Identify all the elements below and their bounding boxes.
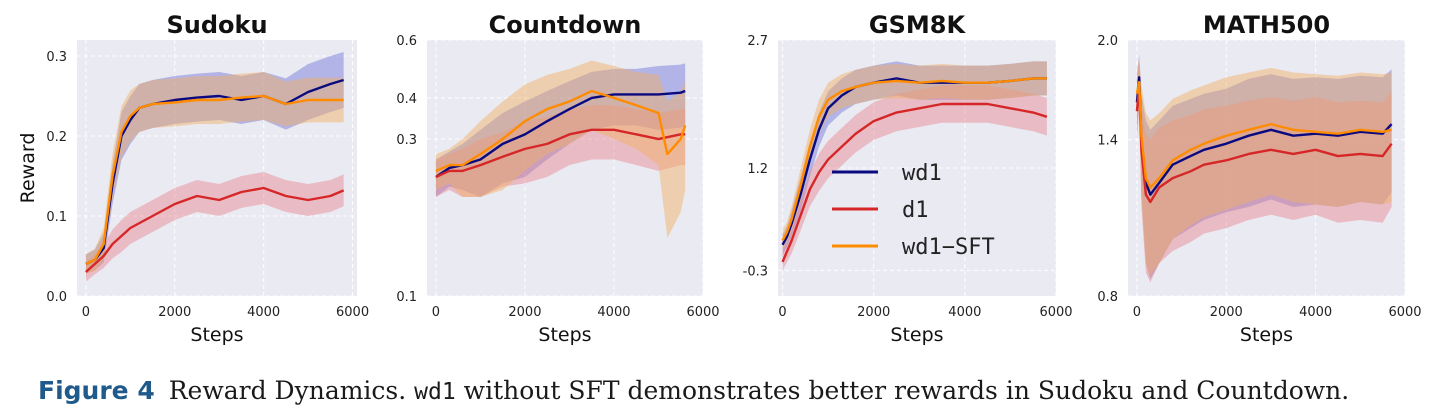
y-tick-label: 0.4 xyxy=(396,92,417,107)
y-tick-label: 0.3 xyxy=(396,133,417,148)
y-tick-label: 2.0 xyxy=(1097,34,1118,49)
caption-text-1: Reward Dynamics. xyxy=(168,376,407,405)
x-tick-label: 6000 xyxy=(336,305,369,320)
x-tick-label: 6000 xyxy=(1039,305,1072,320)
y-tick-label: 0.3 xyxy=(46,50,67,65)
y-tick-label: 0.0 xyxy=(46,290,67,305)
x-axis-label: Steps xyxy=(190,324,243,346)
series-line-wd1-sft xyxy=(435,89,687,173)
x-tick-label: 2000 xyxy=(158,305,191,320)
y-tick-label: 1.4 xyxy=(1097,134,1118,149)
panel-title: MATH500 xyxy=(1203,11,1330,39)
legend-label-wd1: wd1 xyxy=(902,161,942,186)
y-axis-label: Reward xyxy=(17,133,39,204)
band-wd1-sft xyxy=(85,72,344,274)
band-wd1 xyxy=(1136,54,1392,280)
series-line-d1 xyxy=(85,186,345,273)
y-tick-label: -0.3 xyxy=(743,264,768,279)
panel-title: Countdown xyxy=(489,11,642,39)
x-tick-label: 0 xyxy=(432,305,440,320)
figure-caption: Figure 4 Reward Dynamics. wd1 without SFT… xyxy=(38,376,1418,416)
y-tick-label: 1.2 xyxy=(747,162,768,177)
y-tick-label: 2.7 xyxy=(747,34,768,49)
x-tick-label: 4000 xyxy=(1299,305,1332,320)
legend: wd1 d1 wd1−SFT xyxy=(832,161,995,260)
series-group xyxy=(435,60,687,239)
x-tick-label: 6000 xyxy=(686,305,719,320)
y-tick-label: 0.6 xyxy=(396,34,417,49)
x-tick-label: 6000 xyxy=(1388,305,1421,320)
figure-4-reward-dynamics: 0 2000 4000 6000 0.0 0.1 0.2 0.3 Sudoku Steps Rewa… xyxy=(17,11,1422,346)
panel-title: GSM8K xyxy=(869,11,967,39)
y-tick-label: 0.1 xyxy=(46,210,67,225)
band-d1 xyxy=(782,85,1047,271)
x-tick-label: 2000 xyxy=(1210,305,1243,320)
series-line-wd1-sft xyxy=(1135,80,1392,189)
band-d1 xyxy=(1136,61,1392,283)
series-line-d1 xyxy=(781,102,1048,263)
series-group xyxy=(85,52,345,282)
panel-countdown: 0 2000 4000 6000 0.1 0.3 0.4 0.6 Countdown Steps xyxy=(396,11,719,346)
band-wd1 xyxy=(85,52,344,274)
band-wd1-sft xyxy=(1136,58,1392,276)
band-d1 xyxy=(435,105,686,197)
y-tick-label: 0.1 xyxy=(396,290,417,305)
panel-title: Sudoku xyxy=(166,11,267,39)
panel-gsm8k: 0 2000 4000 6000 -0.3 1.2 2.7 GSM8K Steps xyxy=(743,11,1073,346)
series-line-wd1-sft xyxy=(781,77,1047,242)
band-wd1-sft xyxy=(435,60,686,239)
series-group xyxy=(1135,54,1393,283)
y-tick-label: 0.2 xyxy=(46,130,67,145)
caption-text-2: without SFT demonstrates better rewards … xyxy=(463,376,1350,405)
x-tick-label: 4000 xyxy=(948,305,981,320)
caption-figure-label: Figure 4 xyxy=(38,376,155,405)
x-axis-label: Steps xyxy=(890,324,943,346)
series-line-d1 xyxy=(1135,84,1393,204)
series-line-wd1-sft xyxy=(85,94,344,266)
series-group xyxy=(781,61,1048,271)
x-tick-label: 0 xyxy=(82,305,90,320)
series-line-d1 xyxy=(435,128,686,179)
x-axis-label: Steps xyxy=(1240,324,1293,346)
x-tick-label: 2000 xyxy=(857,305,890,320)
x-tick-label: 0 xyxy=(1133,305,1141,320)
plot-area xyxy=(1128,40,1405,296)
x-tick-label: 0 xyxy=(778,305,786,320)
y-tick-label: 0.8 xyxy=(1097,290,1118,305)
panel-sudoku: 0 2000 4000 6000 0.0 0.1 0.2 0.3 Sudoku Steps Rewa… xyxy=(17,11,369,346)
x-tick-label: 4000 xyxy=(247,305,280,320)
band-wd1 xyxy=(435,63,686,197)
plot-area xyxy=(77,40,357,296)
band-d1 xyxy=(85,172,344,282)
x-axis-label: Steps xyxy=(538,324,591,346)
x-tick-label: 2000 xyxy=(508,305,541,320)
legend-label-wd1-sft: wd1−SFT xyxy=(902,235,995,260)
caption-code: wd1 xyxy=(414,379,456,405)
x-tick-label: 4000 xyxy=(597,305,630,320)
panel-math500: 0 2000 4000 6000 0.8 1.4 2.0 MATH500 Steps xyxy=(1097,11,1421,346)
legend-label-d1: d1 xyxy=(902,198,929,223)
